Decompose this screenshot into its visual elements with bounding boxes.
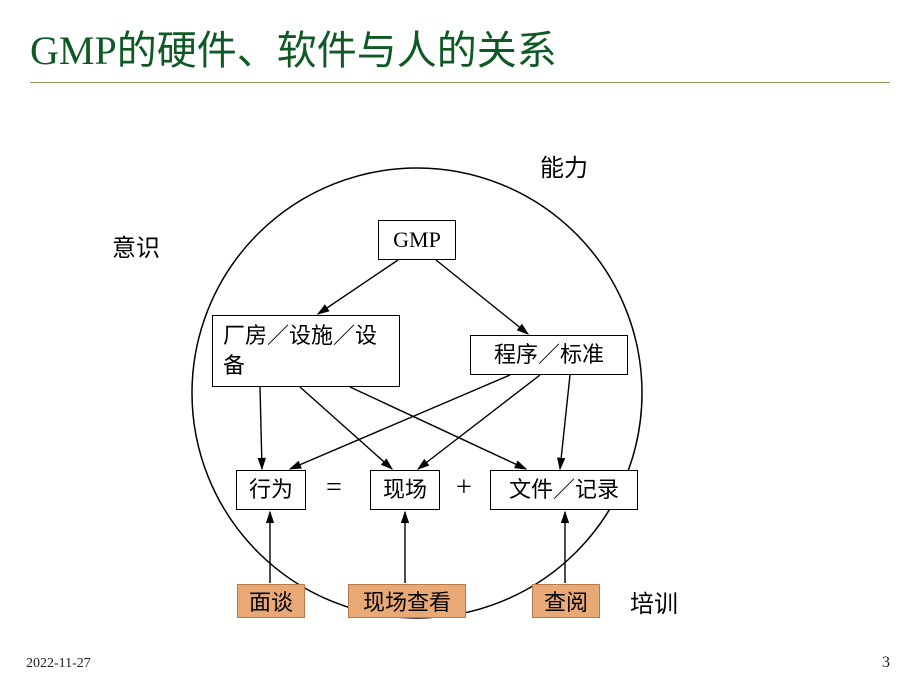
footer-page: 3 [882,654,890,672]
node-site-label: 现场 [383,475,427,505]
node-site: 现场 [370,470,440,510]
highlight-review: 查阅 [532,584,600,618]
highlight-review-label: 查阅 [544,585,588,617]
up-arrow-group [270,512,565,583]
node-plant: 厂房／设施／设备 [212,315,400,387]
node-docs: 文件／记录 [490,470,638,510]
highlight-interview-label: 面谈 [249,585,293,617]
node-behavior-label: 行为 [249,475,293,505]
operator-equals: = [326,472,342,504]
node-docs-label: 文件／记录 [509,475,619,505]
highlight-interview: 面谈 [237,584,305,618]
label-awareness: 意识 [112,228,160,263]
label-training: 培训 [630,584,678,619]
node-procedure: 程序／标准 [470,335,628,375]
label-ability: 能力 [540,148,588,183]
highlight-observe: 现场查看 [348,584,466,618]
node-gmp-label: GMP [393,225,441,255]
node-gmp: GMP [378,220,456,260]
highlight-observe-label: 现场查看 [363,585,451,617]
page-title: GMP的硬件、软件与人的关系 [30,18,890,76]
node-behavior: 行为 [236,470,306,510]
footer-date: 2022-11-27 [26,656,91,672]
node-plant-label: 厂房／设施／设备 [223,321,389,380]
operator-plus: + [456,472,472,504]
node-procedure-label: 程序／标准 [494,340,604,370]
title-rule [30,82,890,83]
title-block: GMP的硬件、软件与人的关系 [0,0,920,83]
